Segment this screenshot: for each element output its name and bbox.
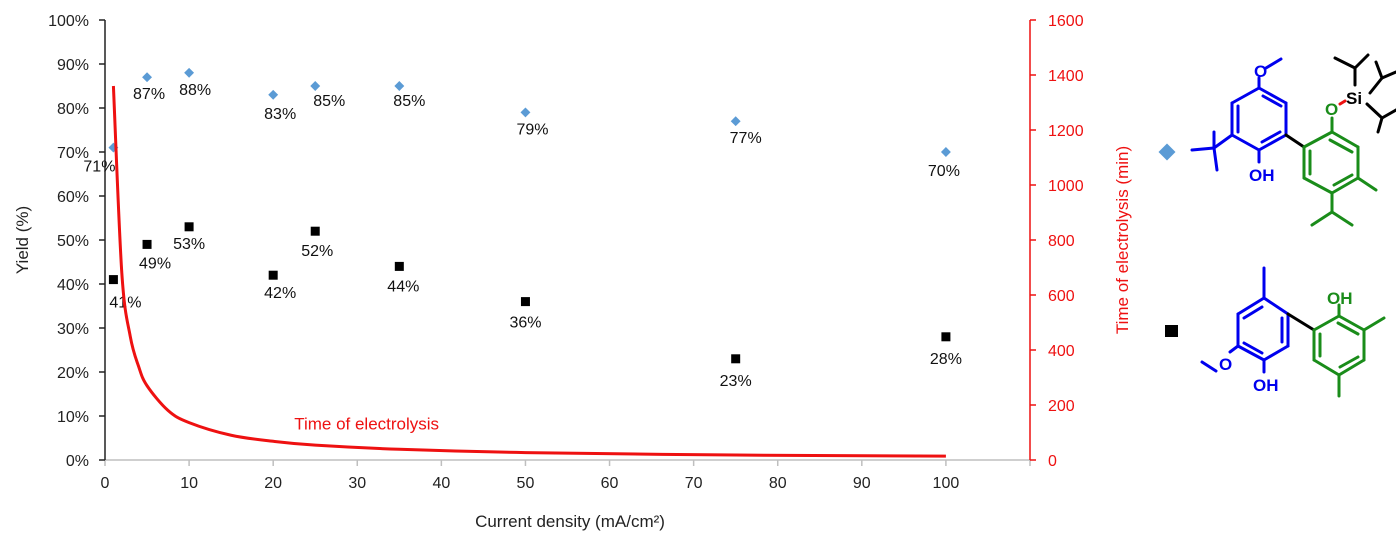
y2-tick-label: 600 xyxy=(1048,288,1075,305)
square-point xyxy=(108,275,118,285)
y-axis-left-title: Yield (%) xyxy=(13,206,32,274)
y-tick-label: 50% xyxy=(57,233,89,250)
square-data-label: 53% xyxy=(173,236,205,253)
atom-label-o-methoxy: O xyxy=(1254,62,1267,81)
y-axis-right: 0 200 400 600 800 1000 1200 1400 1600 xyxy=(1029,13,1084,470)
y-tick-label: 70% xyxy=(57,145,89,162)
square-data-label: 44% xyxy=(387,278,419,295)
square-point xyxy=(731,354,741,364)
x-tick-label: 60 xyxy=(601,475,619,492)
diamond-data-label: 77% xyxy=(730,130,762,147)
atom-label-si: Si xyxy=(1346,89,1362,108)
y-axis-right-title: Time of electrolysis (min) xyxy=(1113,146,1132,334)
x-tick-label: 10 xyxy=(180,475,198,492)
atom-label-oh-green: OH xyxy=(1327,289,1353,308)
y-tick-label: 10% xyxy=(57,409,89,426)
y-axis-left: 0% 10% 20% 30% 40% 50% 60% 70% 80% 90% 100% xyxy=(48,13,106,470)
legend-square-marker xyxy=(1165,325,1178,337)
x-axis-title: Current density (mA/cm²) xyxy=(475,512,665,531)
diamond-point xyxy=(184,67,195,78)
legend-molecule-square: O OH OH xyxy=(1200,266,1386,398)
square-point xyxy=(941,332,951,342)
series-layer: 71%87% 88%83%85% 85%79%77%70%41%49%53%42%5… xyxy=(83,67,962,458)
atom-label-o-silyl: O xyxy=(1325,100,1338,119)
series-label-time-of-electrolysis: Time of electrolysis xyxy=(294,414,439,433)
y-tick-label: 0% xyxy=(66,453,89,470)
square-data-label: 52% xyxy=(301,243,333,260)
diamond-data-label: 70% xyxy=(928,163,960,180)
x-tick-label: 30 xyxy=(348,475,366,492)
y2-tick-label: 800 xyxy=(1048,233,1075,250)
y-tick-label: 90% xyxy=(57,57,89,74)
square-data-label: 49% xyxy=(139,255,171,272)
diamond-data-label: 71% xyxy=(83,159,115,176)
atom-label-oh: OH xyxy=(1249,166,1275,185)
diamond-data-label: 87% xyxy=(133,86,165,103)
x-axis: 0 10 20 30 40 50 60 70 80 90 100 xyxy=(101,459,1031,492)
x-tick-label: 40 xyxy=(432,475,450,492)
square-point xyxy=(520,297,530,307)
y-tick-label: 20% xyxy=(57,365,89,382)
diamond-point xyxy=(142,72,152,83)
square-point xyxy=(394,261,404,271)
atom-label-o-methoxy: O xyxy=(1219,355,1232,374)
square-data-label: 42% xyxy=(264,285,296,302)
diamond-point xyxy=(730,116,741,127)
y-tick-label: 40% xyxy=(57,277,89,294)
x-tick-label: 80 xyxy=(769,475,787,492)
diamond-point xyxy=(310,81,321,91)
y2-tick-label: 1200 xyxy=(1048,123,1084,140)
diamond-data-label: 85% xyxy=(313,93,345,110)
square-point xyxy=(142,239,152,249)
atom-label-oh-blue: OH xyxy=(1253,376,1279,395)
square-point xyxy=(268,270,278,280)
y2-tick-label: 0 xyxy=(1048,453,1057,470)
y2-tick-label: 400 xyxy=(1048,343,1075,360)
square-point xyxy=(184,222,194,232)
diamond-data-label: 85% xyxy=(393,93,425,110)
x-tick-label: 20 xyxy=(264,475,282,492)
square-data-label: 23% xyxy=(720,373,752,390)
square-data-label: 36% xyxy=(509,315,541,332)
x-tick-label: 70 xyxy=(685,475,703,492)
x-tick-label: 0 xyxy=(101,475,110,492)
y-tick-label: 100% xyxy=(48,13,89,30)
diamond-point xyxy=(520,107,531,118)
square-point xyxy=(310,226,320,236)
y2-tick-label: 1600 xyxy=(1048,13,1084,30)
y-tick-label: 80% xyxy=(57,101,89,118)
y2-tick-label: 1000 xyxy=(1048,178,1084,195)
x-tick-label: 100 xyxy=(933,475,960,492)
y2-tick-label: 200 xyxy=(1048,398,1075,415)
diamond-data-label: 79% xyxy=(516,121,548,138)
diamond-data-label: 88% xyxy=(179,82,211,99)
y-tick-label: 60% xyxy=(57,189,89,206)
x-tick-label: 50 xyxy=(517,475,535,492)
y2-tick-label: 1400 xyxy=(1048,68,1084,85)
legend-molecule-diamond: O OH O Si xyxy=(1190,53,1396,227)
legend-diamond-marker xyxy=(1158,143,1176,161)
square-data-label: 28% xyxy=(930,351,962,368)
x-tick-label: 90 xyxy=(853,475,871,492)
y-tick-label: 30% xyxy=(57,321,89,338)
diamond-data-label: 83% xyxy=(264,106,296,123)
diamond-point xyxy=(394,81,405,91)
diamond-point xyxy=(268,89,279,100)
series-line-time-of-electrolysis xyxy=(111,85,946,458)
diamond-point xyxy=(940,147,951,157)
